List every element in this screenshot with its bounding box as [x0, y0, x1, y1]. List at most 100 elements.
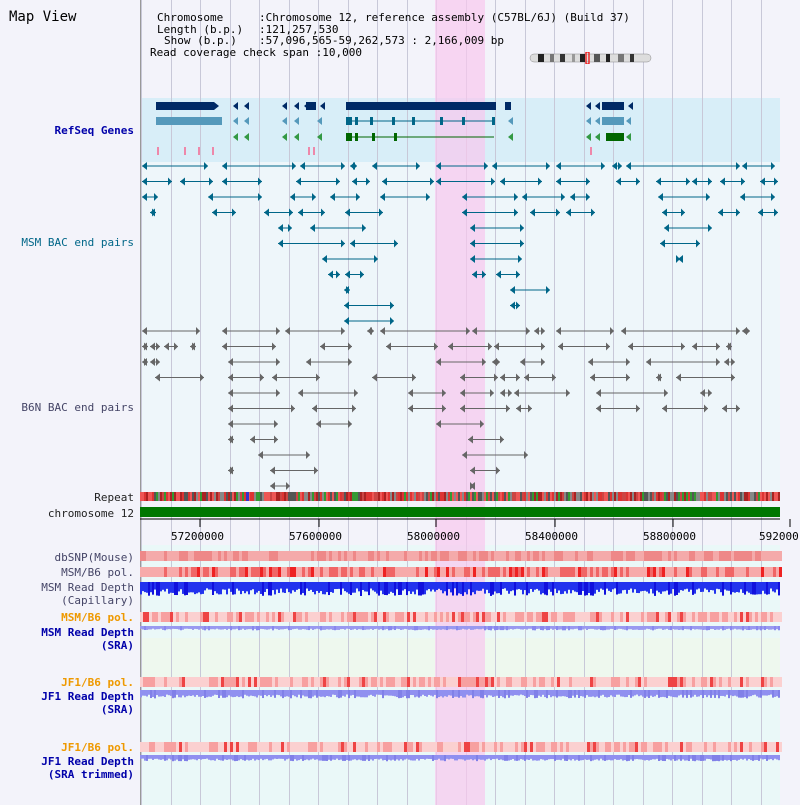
depth-bar — [448, 690, 450, 696]
depth-bar — [682, 755, 684, 760]
repeat-segment — [150, 492, 152, 501]
depth-bar — [372, 690, 374, 696]
jf1-depth-trim-label[interactable]: JF1 Read Depth (SRA trimmed) — [10, 755, 134, 781]
heat-cell — [653, 742, 656, 752]
repeat-segment — [518, 492, 520, 501]
bac-end — [728, 342, 732, 351]
tick-label-5: 58800000 — [643, 530, 696, 543]
bac-end — [222, 162, 227, 170]
depth-bar — [742, 626, 744, 631]
bac-end — [270, 466, 275, 475]
heat-cell — [392, 677, 395, 687]
depth-bar — [600, 690, 602, 696]
repeat-segment — [182, 492, 184, 501]
depth-bar — [622, 626, 624, 630]
msm-depth-sra-label[interactable]: MSM Read Depth (SRA) — [10, 626, 134, 652]
depth-bar — [574, 626, 576, 629]
depth-bar — [730, 755, 732, 762]
depth-bar — [186, 582, 188, 595]
bac-end — [156, 358, 160, 366]
repeat-segment — [334, 492, 336, 501]
heat-cell — [176, 567, 179, 577]
repeat-segment — [754, 492, 756, 501]
bac-end — [230, 466, 234, 475]
depth-bar — [496, 755, 498, 759]
depth-bar — [744, 582, 746, 595]
msm-depth-cap-label[interactable]: MSM Read Depth (Capillary) — [10, 581, 134, 607]
heat-cell — [233, 677, 236, 687]
jf1-b6-pol-label[interactable]: JF1/B6 pol. — [61, 676, 134, 689]
tick-label-6: 592000 — [759, 530, 799, 543]
depth-bar — [264, 626, 266, 630]
depth-bar — [668, 690, 670, 696]
msm-b6-pol-2-label[interactable]: MSM/B6 pol. — [61, 611, 134, 624]
depth-bar — [548, 582, 550, 590]
jf1-b6-pol-2-label[interactable]: JF1/B6 pol. — [61, 741, 134, 754]
heat-cell — [209, 612, 212, 622]
depth-bar — [420, 690, 422, 697]
depth-bar — [590, 755, 592, 762]
heat-cell — [149, 742, 152, 752]
depth-bar — [688, 582, 690, 592]
depth-bar — [608, 755, 610, 760]
heat-cell — [464, 742, 467, 752]
repeat-segment — [226, 492, 228, 501]
repeat-segment — [370, 492, 372, 501]
depth-bar — [294, 582, 296, 592]
heat-cell — [338, 567, 341, 577]
heat-cell — [575, 742, 578, 752]
heat-cell — [728, 551, 731, 561]
jf1-depth-sra-label[interactable]: JF1 Read Depth (SRA) — [10, 690, 134, 716]
heat-cell — [725, 742, 728, 752]
msm-bac-label[interactable]: MSM BAC end pairs — [21, 236, 134, 249]
heat-cell — [140, 677, 143, 687]
bac-end — [374, 255, 378, 263]
depth-bar — [582, 582, 584, 591]
depth-bar — [638, 626, 640, 631]
depth-bar — [698, 626, 700, 630]
refseq-genes-label[interactable]: RefSeq Genes — [54, 124, 134, 137]
heat-cell — [455, 612, 458, 622]
depth-bar — [228, 626, 230, 629]
dbsnp-label[interactable]: dbSNP(Mouse) — [54, 551, 134, 564]
repeat-segment — [524, 492, 526, 501]
heat-cell — [335, 677, 338, 687]
heat-cell — [239, 677, 242, 687]
heat-cell — [170, 742, 173, 752]
heat-cell — [479, 612, 482, 622]
depth-bar — [764, 690, 766, 696]
heat-cell — [230, 551, 233, 561]
msm-b6-pol-label[interactable]: MSM/B6 pol. — [61, 566, 134, 579]
repeat-label[interactable]: Repeat — [94, 491, 134, 504]
heat-cell — [242, 677, 245, 687]
depth-bar — [628, 755, 630, 761]
heat-cell — [548, 612, 551, 622]
bac-end — [556, 177, 561, 186]
depth-bar — [346, 690, 348, 695]
heat-cell — [254, 742, 257, 752]
repeat-segment — [548, 492, 550, 501]
chromosome-ideogram[interactable] — [528, 52, 653, 64]
heat-cell — [242, 567, 245, 577]
repeat-segment — [774, 492, 776, 501]
heat-cell — [632, 742, 635, 752]
bac-end — [518, 255, 522, 263]
heat-cell — [725, 677, 728, 687]
heat-cell — [152, 612, 155, 622]
depth-bar — [482, 690, 484, 699]
depth-bar — [530, 690, 532, 695]
repeat-segment — [392, 492, 394, 501]
depth-bar — [224, 690, 226, 698]
chromosome-track-label[interactable]: chromosome 12 — [47, 507, 134, 520]
repeat-segment — [240, 492, 242, 501]
repeat-segment — [352, 492, 354, 501]
depth-bar — [636, 626, 638, 630]
depth-bar — [670, 582, 672, 594]
depth-bar — [364, 755, 366, 761]
depth-bar — [654, 626, 656, 630]
depth-bar — [624, 626, 626, 630]
b6n-bac-label[interactable]: B6N BAC end pairs — [21, 401, 134, 414]
heat-cell — [605, 677, 608, 687]
heat-cell — [725, 567, 728, 577]
